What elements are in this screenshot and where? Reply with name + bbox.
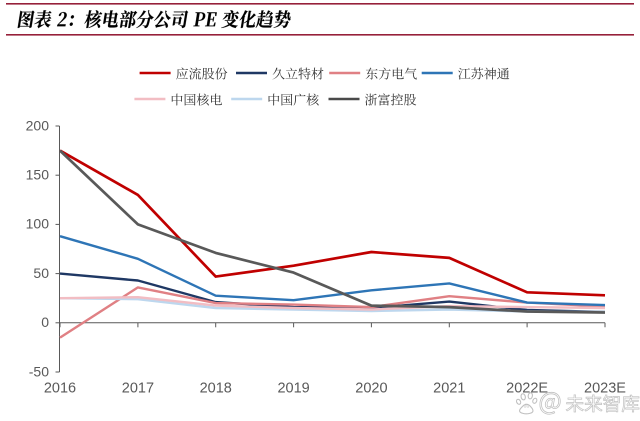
- svg-text:du: du: [524, 404, 530, 410]
- svg-text:0: 0: [41, 314, 49, 330]
- svg-text:200: 200: [26, 117, 50, 133]
- svg-text:2021: 2021: [433, 381, 465, 397]
- svg-text:2018: 2018: [200, 381, 232, 397]
- svg-text:-50: -50: [29, 363, 49, 379]
- svg-text:2016: 2016: [44, 381, 76, 397]
- svg-text:2023E: 2023E: [584, 381, 626, 397]
- svg-text:2022E: 2022E: [506, 381, 548, 397]
- svg-text:100: 100: [26, 216, 50, 232]
- svg-text:2019: 2019: [277, 381, 309, 397]
- svg-text:50: 50: [33, 265, 49, 281]
- svg-text:2020: 2020: [355, 381, 387, 397]
- svg-text:2017: 2017: [122, 381, 154, 397]
- svg-text:150: 150: [26, 167, 50, 183]
